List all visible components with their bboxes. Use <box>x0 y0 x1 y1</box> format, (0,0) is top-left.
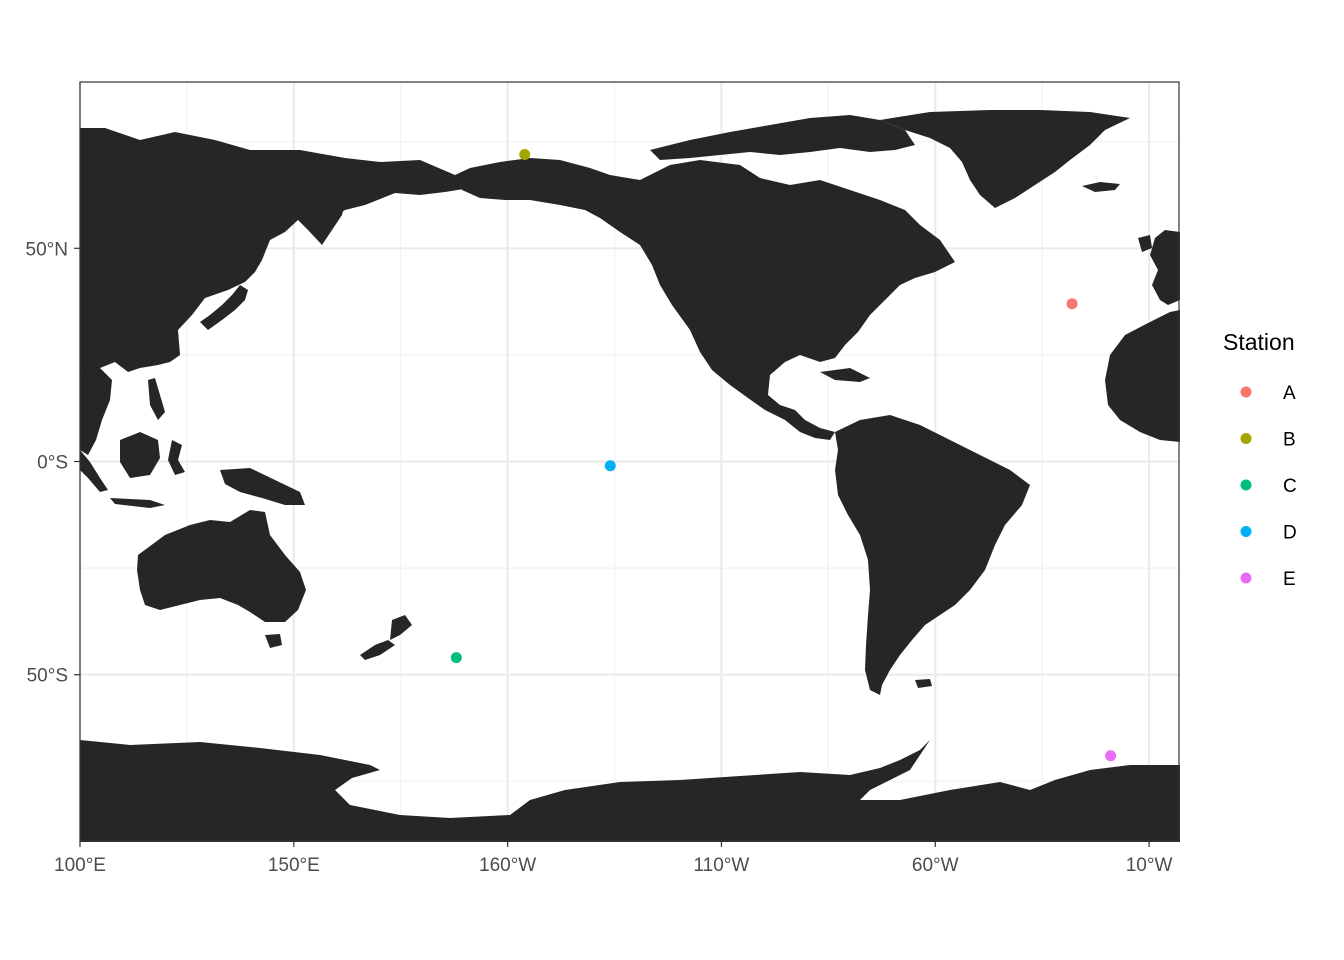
legend-label-a: A <box>1283 383 1296 404</box>
legend-label-d: D <box>1283 523 1297 544</box>
land-asia <box>80 128 470 375</box>
x-axis: 100°E 150°E 160°W 110°W 60°W 10°W <box>54 841 1172 876</box>
land-new-guinea <box>220 468 305 505</box>
land-south-america <box>835 415 1030 695</box>
land-java <box>110 498 165 508</box>
legend-key-e <box>1240 572 1252 584</box>
y-tick-label: 50°S <box>27 666 68 687</box>
land-australia <box>137 510 306 622</box>
land-antarctica <box>80 740 1180 842</box>
legend-key-c <box>1240 479 1252 491</box>
land-sulawesi <box>168 440 185 475</box>
land-masses <box>80 110 1180 842</box>
land-se-asia <box>80 368 112 455</box>
legend-key-d <box>1240 526 1252 537</box>
land-africa <box>1105 310 1180 442</box>
legend-items: A B C D E <box>1240 383 1297 590</box>
land-falklands <box>915 679 932 688</box>
x-tick-label: 100°E <box>54 855 106 876</box>
x-tick-label: 110°W <box>694 855 750 876</box>
land-arctic-islands <box>650 115 915 160</box>
station-point-c <box>450 652 462 664</box>
land-tasmania <box>265 634 282 648</box>
land-british-isles <box>1138 235 1152 252</box>
station-point-e <box>1105 750 1117 762</box>
land-cuba <box>820 368 870 382</box>
y-tick-label: 50°N <box>26 239 68 260</box>
legend: Station A B C D E <box>1223 329 1297 590</box>
station-point-b <box>519 148 531 160</box>
station-points <box>450 148 1117 762</box>
x-tick-label: 60°W <box>912 855 959 876</box>
land-greenland <box>880 110 1130 208</box>
legend-label-b: B <box>1283 430 1296 451</box>
land-japan <box>200 285 248 330</box>
y-tick-label: 0°S <box>37 453 68 474</box>
x-tick-label: 160°W <box>479 855 536 876</box>
legend-key-b <box>1240 433 1252 444</box>
legend-key-a <box>1240 386 1252 398</box>
land-borneo <box>120 432 160 478</box>
land-north-america <box>455 158 955 440</box>
land-kamchatka <box>320 203 345 245</box>
station-point-a <box>1066 298 1078 310</box>
land-new-zealand <box>360 615 412 660</box>
land-iceland <box>1082 182 1120 192</box>
land-philippines <box>148 378 165 420</box>
station-point-d <box>604 460 616 472</box>
legend-label-e: E <box>1283 569 1296 590</box>
legend-label-c: C <box>1283 476 1297 497</box>
y-axis: 50°N 0°S 50°S <box>26 239 80 687</box>
legend-title: Station <box>1223 329 1295 355</box>
land-europe <box>1150 230 1180 305</box>
x-tick-label: 150°E <box>268 855 320 876</box>
x-tick-label: 10°W <box>1126 855 1173 876</box>
land-sumatra <box>80 450 108 492</box>
